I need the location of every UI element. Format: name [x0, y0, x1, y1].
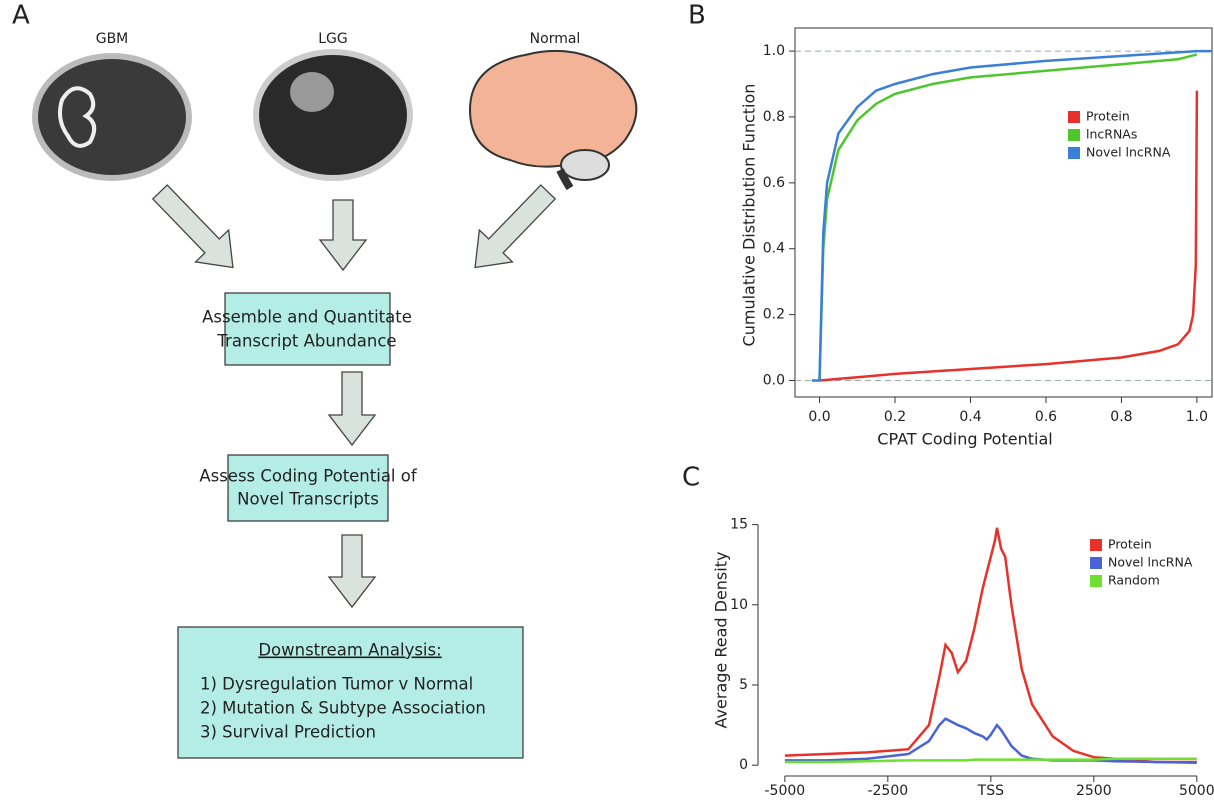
y-tick-label: 0 [739, 757, 748, 773]
legend-swatch [1090, 539, 1102, 551]
box-text: Assess Coding Potential of [199, 467, 418, 486]
box-text: 2) Mutation & Subtype Association [200, 699, 486, 718]
legend-label: Novel lncRNA [1086, 145, 1171, 160]
flow-arrows [151, 184, 557, 609]
data-line [784, 757, 1197, 764]
box-text: Novel Transcripts [237, 490, 379, 509]
data-line [819, 90, 1199, 382]
panel-label: B [688, 1, 706, 31]
x-tick-label: 0.2 [884, 409, 906, 425]
image-label: GBM [96, 31, 129, 47]
x-tick-label: TSS [977, 783, 1004, 799]
y-tick-label: 5 [739, 677, 748, 693]
box-heading: Downstream Analysis: [258, 641, 441, 660]
image-label: LGG [318, 31, 348, 47]
x-tick-label: 5000 [1179, 783, 1214, 799]
process-box [224, 292, 391, 366]
legend-swatch [1068, 129, 1080, 141]
legend-label: Random [1108, 573, 1160, 588]
x-tick-label: 0.4 [959, 409, 981, 425]
y-axis-title: Average Read Density [712, 552, 731, 729]
x-tick-label: -5000 [764, 783, 805, 799]
y-tick-label: 1.0 [763, 43, 785, 59]
mri-lgg [253, 49, 413, 181]
legend-label: Protein [1086, 109, 1130, 124]
legend-label: Novel lncRNA [1108, 555, 1193, 570]
x-tick-label: 1.0 [1186, 409, 1208, 425]
box-text: Assemble and Quantitate [202, 308, 412, 327]
plot-frame [794, 27, 1213, 398]
mri-gbm [32, 53, 192, 181]
panel-label: A [12, 1, 30, 31]
data-line [818, 53, 1198, 381]
image-label: Normal [530, 31, 581, 47]
data-line [784, 717, 1197, 765]
y-tick-label: 0.8 [763, 109, 785, 125]
x-axis-title: CPAT Coding Potential [877, 430, 1052, 449]
x-tick-label: 0.8 [1110, 409, 1132, 425]
y-tick-label: 0.0 [763, 373, 785, 389]
data-line [784, 527, 1197, 764]
data-line [812, 49, 1212, 382]
y-tick-label: 0.4 [763, 241, 785, 257]
x-tick-label: 0.0 [808, 409, 830, 425]
y-tick-label: 0.2 [763, 307, 785, 323]
y-tick-label: 0.6 [763, 175, 785, 191]
box-text: 3) Survival Prediction [200, 723, 376, 742]
panel-label: C [682, 463, 700, 493]
legend-swatch [1068, 111, 1080, 123]
legend-swatch [1068, 147, 1080, 159]
process-box [227, 454, 389, 522]
box-text: 1) Dysregulation Tumor v Normal [200, 675, 473, 694]
brain-normal [468, 49, 638, 191]
legend-label: Protein [1108, 537, 1152, 552]
x-tick-label: 2500 [1076, 783, 1112, 799]
y-tick-label: 15 [730, 517, 748, 533]
legend-swatch [1090, 557, 1102, 569]
legend-swatch [1090, 575, 1102, 587]
y-axis-title: Cumulative Distribution Function [740, 84, 759, 347]
box-text: Transcript Abundance [216, 332, 396, 351]
process-box [177, 626, 524, 759]
x-tick-label: -2500 [867, 783, 908, 799]
x-tick-label: 0.6 [1035, 409, 1057, 425]
y-tick-label: 10 [730, 597, 748, 613]
legend-label: lncRNAs [1086, 127, 1137, 142]
